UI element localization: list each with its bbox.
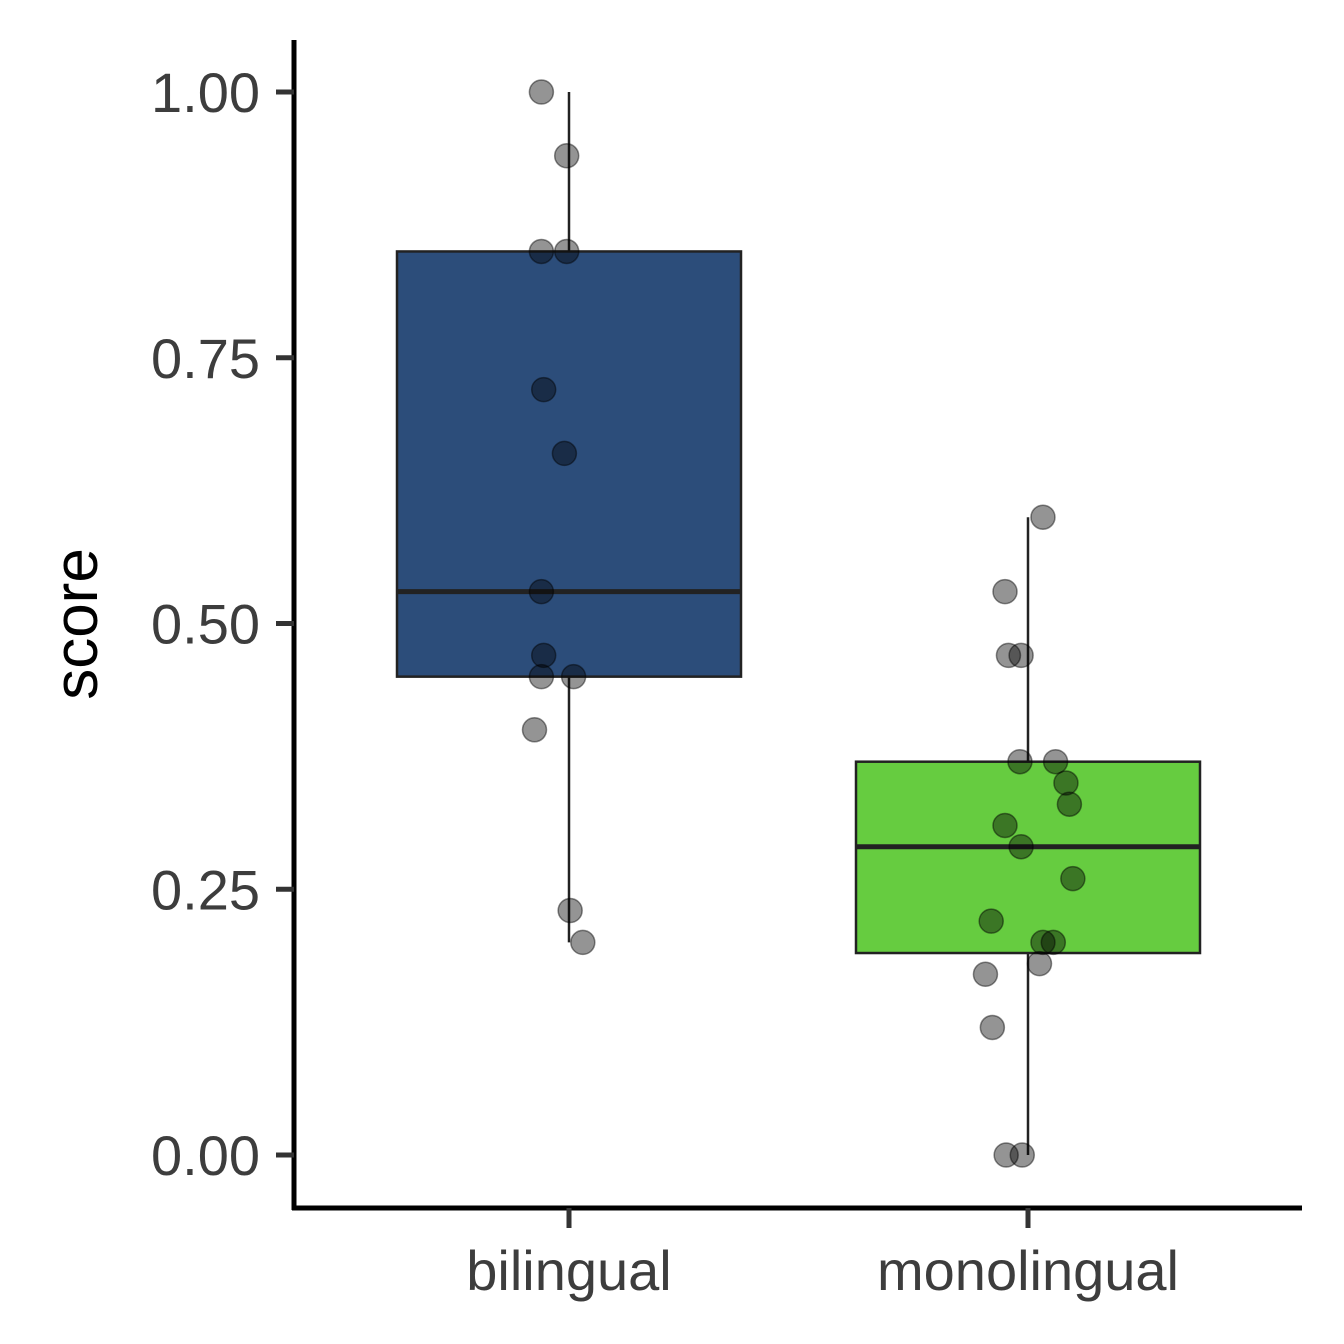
data-point <box>528 79 555 105</box>
box-bilingual <box>395 250 743 678</box>
data-point <box>528 578 555 605</box>
data-point <box>1030 504 1056 530</box>
x-tick-label: bilingual <box>466 1239 672 1302</box>
box-monolingual <box>854 760 1202 955</box>
data-point <box>992 812 1018 839</box>
data-point <box>551 440 578 467</box>
data-point <box>1007 748 1033 775</box>
x-tick-label: monolingual <box>877 1239 1179 1302</box>
data-point <box>1030 929 1056 956</box>
y-tick-label: 0.25 <box>151 858 260 921</box>
data-point <box>1008 833 1034 860</box>
y-tick-label: 0.75 <box>151 327 260 390</box>
data-point <box>528 238 555 265</box>
data-point <box>979 1014 1006 1041</box>
data-point <box>993 1142 1019 1168</box>
data-point <box>1056 791 1083 817</box>
data-point <box>992 578 1018 605</box>
data-point <box>1042 748 1069 775</box>
box-group-bilingual <box>395 79 743 956</box>
data-point <box>978 908 1004 934</box>
data-point <box>972 961 999 988</box>
y-tick-label: 1.00 <box>151 61 260 124</box>
box-group-monolingual <box>854 504 1202 1168</box>
axes: 0.00 0.25 0.50 0.75 1.00 bilingual monolingual <box>151 40 1302 1302</box>
data-point <box>557 897 583 924</box>
plot-area <box>395 79 1202 1168</box>
data-point <box>995 642 1022 669</box>
data-point <box>1053 770 1079 796</box>
data-point <box>553 143 580 169</box>
data-point <box>521 717 548 743</box>
data-point <box>1060 865 1086 892</box>
y-axis-title: score <box>42 548 111 700</box>
data-point <box>1009 1142 1035 1168</box>
data-point <box>530 642 557 669</box>
data-point <box>570 929 596 956</box>
y-tick-label: 0.50 <box>151 593 260 656</box>
data-point <box>1008 642 1034 669</box>
data-point <box>553 238 580 265</box>
data-point <box>560 663 587 690</box>
data-point <box>530 376 557 403</box>
data-point <box>528 663 555 690</box>
data-point <box>1040 929 1067 956</box>
data-point <box>1026 950 1053 977</box>
y-tick-label: 0.00 <box>151 1124 260 1187</box>
